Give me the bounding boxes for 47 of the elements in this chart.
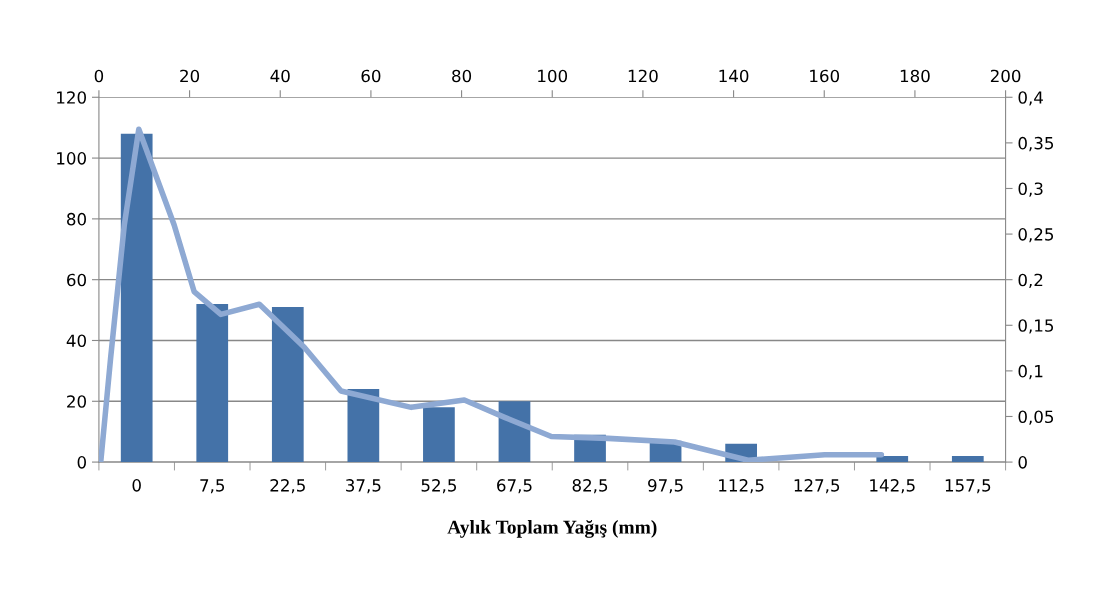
x-tick-label: 157,5 xyxy=(945,479,991,494)
y-tick-label: 0,15 xyxy=(1018,319,1054,334)
x-tick-label: 67,5 xyxy=(497,479,532,494)
x-tick-label: 7,5 xyxy=(200,479,225,494)
bar xyxy=(951,456,984,463)
bar xyxy=(196,304,229,463)
bar xyxy=(347,389,380,463)
bar xyxy=(120,133,153,463)
x-tick-label: 37,5 xyxy=(346,479,381,494)
x-tick-label: 20 xyxy=(180,69,200,83)
x-tick-label: 112,5 xyxy=(719,479,764,494)
x-tick-label: 80 xyxy=(452,69,472,83)
y-tick-label: 0,4 xyxy=(1018,91,1043,106)
y-tick-label: 80 xyxy=(67,212,86,226)
y-tick-label: 100 xyxy=(57,152,86,165)
x-tick-label: 0 xyxy=(94,69,104,83)
y-tick-label: 0,05 xyxy=(1018,410,1054,425)
x-tick-label: 160 xyxy=(810,69,840,83)
x-tick-label: 127,5 xyxy=(794,479,840,494)
x-tick-label: 140 xyxy=(719,69,749,83)
x-tick-label: 200 xyxy=(990,69,1021,83)
x-tick-label: 97,5 xyxy=(648,479,683,494)
x-tick-label: 142,5 xyxy=(870,479,915,494)
x-tick-label: 40 xyxy=(270,69,290,83)
x-tick-label: 120 xyxy=(628,69,658,83)
y-tick-label: 120 xyxy=(57,91,86,104)
y-tick-label: 0,2 xyxy=(1018,273,1043,288)
y-tick-label: 0,25 xyxy=(1018,228,1054,243)
y-tick-label: 0,35 xyxy=(1018,136,1054,152)
x-tick-label: 180 xyxy=(900,69,930,83)
y-tick-label: 40 xyxy=(66,334,86,348)
y-tick-label: 0 xyxy=(1018,456,1027,469)
y-tick-label: 60 xyxy=(67,273,86,287)
x-tick-label: 0 xyxy=(132,479,141,492)
x-axis-title: Aylık Toplam Yağış (mm) xyxy=(447,519,657,538)
x-tick-label: 52,5 xyxy=(421,479,457,494)
bar xyxy=(876,456,909,463)
x-tick-label: 22,5 xyxy=(270,479,305,494)
y-tick-label: 0 xyxy=(77,456,86,469)
bar xyxy=(423,407,455,463)
y-tick-label: 0,1 xyxy=(1018,364,1043,380)
x-tick-label: 82,5 xyxy=(572,479,608,494)
y-tick-label: 20 xyxy=(67,395,86,408)
y-tick-label: 0,3 xyxy=(1018,182,1043,197)
x-tick-label: 60 xyxy=(361,69,381,83)
x-tick-label: 100 xyxy=(538,69,568,83)
bar xyxy=(271,307,304,463)
